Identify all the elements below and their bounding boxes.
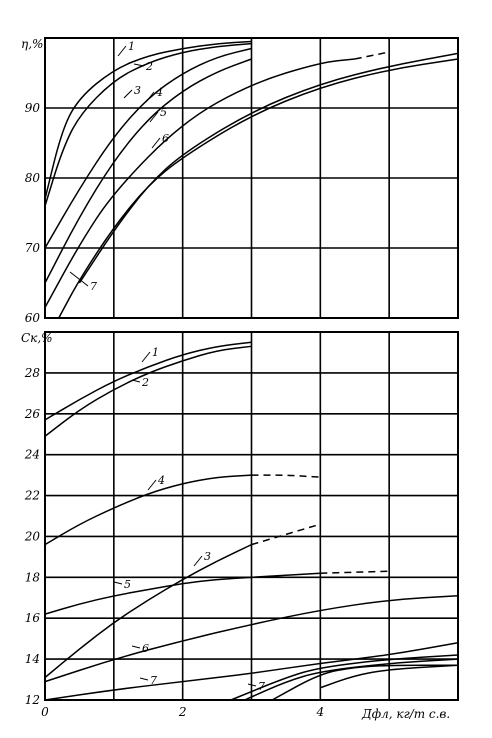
y-tick-label: 80 xyxy=(25,171,41,185)
label-leader xyxy=(131,379,141,383)
plot-frame xyxy=(44,37,459,319)
curve-label: 4 xyxy=(157,474,165,487)
y-tick-label: 18 xyxy=(25,570,41,584)
y-axis-label: Cк,% xyxy=(21,331,53,345)
x-axis-label: Дфл, кг/т с.в. xyxy=(361,707,450,721)
curve-label: 7 xyxy=(258,680,265,693)
series-line-5 xyxy=(44,572,321,615)
label-leader xyxy=(147,479,157,491)
label-leader xyxy=(145,91,155,103)
label-leader xyxy=(149,111,159,123)
series-line-7c xyxy=(271,664,458,701)
y-tick-label: 22 xyxy=(24,489,40,503)
series-line-6b xyxy=(44,642,459,701)
x-tick-label: 0 xyxy=(41,705,49,719)
curve-label: 1 xyxy=(128,40,135,53)
label-leader xyxy=(133,63,145,67)
series-line-7 xyxy=(58,58,459,319)
curve-label: 7 xyxy=(90,280,97,293)
curve-label: 5 xyxy=(160,106,167,119)
y-tick-label: 14 xyxy=(25,652,40,666)
series-line-2 xyxy=(44,42,252,207)
y-tick-label: 90 xyxy=(25,101,41,115)
series-line-7 xyxy=(244,658,459,701)
series-line-4 xyxy=(251,474,321,478)
series-line-3 xyxy=(44,543,252,679)
series-line-5 xyxy=(320,570,390,574)
label-leader xyxy=(247,683,257,687)
label-leader xyxy=(141,351,151,363)
label-leader xyxy=(131,645,141,649)
y-tick-label: 60 xyxy=(25,311,41,325)
y-tick-label: 12 xyxy=(25,693,40,707)
y-tick-label: 16 xyxy=(25,611,41,625)
top-plot: 60 70 80 90 η,% 123 4 5 6 7 xyxy=(21,37,459,325)
series-line-2 xyxy=(44,345,252,437)
label-leader xyxy=(151,137,161,149)
series-line-5 xyxy=(44,58,355,308)
curve-label: 6 xyxy=(162,132,169,145)
curve-label: 5 xyxy=(124,578,131,591)
plot-frame xyxy=(44,331,459,701)
series-line-1 xyxy=(44,341,252,421)
series-line-4 xyxy=(44,474,252,546)
x-tick-label: 2 xyxy=(178,705,187,719)
label-leader xyxy=(193,555,203,567)
y-tick-label: 28 xyxy=(24,366,41,380)
series-line-7b xyxy=(230,654,459,701)
curve-label: 2 xyxy=(145,60,153,73)
y-axis-label: η,% xyxy=(21,37,43,51)
curve-label: 7 xyxy=(150,674,157,687)
label-leader xyxy=(113,581,123,585)
series-line-3 xyxy=(251,523,321,546)
label-leader xyxy=(69,271,89,287)
series-line-4 xyxy=(44,58,252,284)
curve-label: 3 xyxy=(204,550,211,563)
y-tick-label: 20 xyxy=(24,529,41,543)
curve-label: 6 xyxy=(142,642,149,655)
x-tick-label: 4 xyxy=(316,705,325,719)
y-tick-label: 24 xyxy=(24,448,40,462)
curve-label: 3 xyxy=(134,84,141,97)
curve-label: 1 xyxy=(152,346,159,359)
series-line-1 xyxy=(44,40,252,200)
y-tick-label: 26 xyxy=(24,407,41,421)
series-line-6 xyxy=(44,594,459,683)
y-tick-label: 70 xyxy=(25,241,41,255)
label-leader xyxy=(123,89,133,99)
series-line-6 xyxy=(78,52,459,284)
series-line-7d xyxy=(320,664,459,689)
label-leader xyxy=(139,677,149,681)
curve-label: 4 xyxy=(155,86,163,99)
series-line-5 xyxy=(354,51,390,60)
curve-label: 2 xyxy=(141,376,149,389)
series-line-3 xyxy=(44,47,252,249)
label-leader xyxy=(117,45,127,57)
